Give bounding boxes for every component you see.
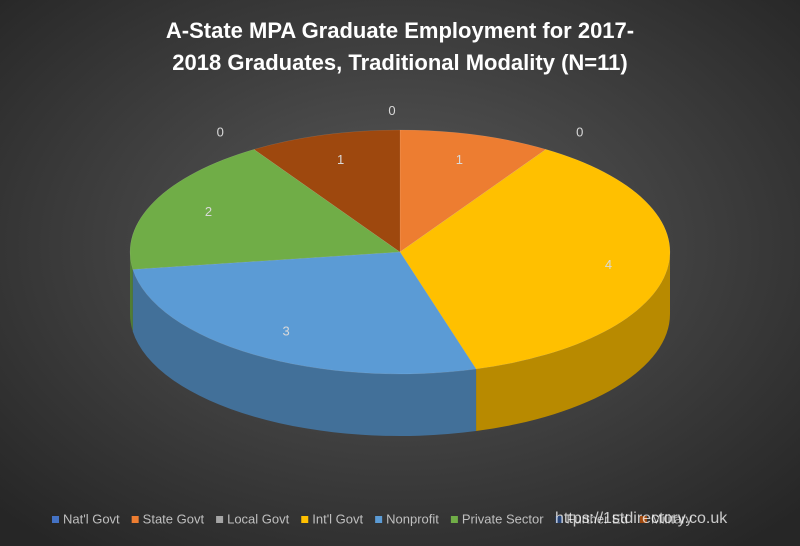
- slice: [253, 129, 401, 253]
- legend-label: State Govt: [143, 511, 205, 526]
- data-label: 3: [283, 323, 290, 338]
- legend-label: Further Ed: [567, 511, 628, 526]
- legend-swatch: [450, 516, 458, 523]
- legend-label: Int'l Govt: [312, 511, 363, 526]
- legend-label: Military: [651, 511, 693, 526]
- slice-side: [132, 269, 477, 436]
- data-label: 0: [217, 124, 224, 139]
- data-label: 4: [605, 257, 612, 272]
- slice: [399, 129, 547, 253]
- slice-side: [476, 252, 670, 432]
- legend-swatch: [301, 516, 309, 523]
- data-label: 0: [388, 103, 395, 118]
- legend-swatch: [52, 516, 59, 523]
- slice: [132, 251, 477, 375]
- data-label: 0: [576, 124, 583, 139]
- slice-side: [130, 252, 133, 332]
- data-label: 2: [205, 204, 212, 219]
- legend-swatch: [555, 516, 563, 523]
- legend-label: Nonprofit: [386, 511, 439, 526]
- chart-title: A-State MPA Graduate Employment for 2017…: [166, 18, 634, 43]
- legend-swatch: [639, 516, 647, 523]
- chart-title: 2018 Graduates, Traditional Modality (N=…: [172, 50, 627, 75]
- slice: [399, 149, 671, 370]
- legend-label: Private Sector: [462, 511, 544, 526]
- watermark: https://1stdirectory.co.uk: [555, 510, 728, 527]
- data-label: 1: [456, 152, 463, 167]
- legend-swatch: [216, 516, 224, 523]
- legend-swatch: [131, 516, 139, 523]
- slice: [129, 149, 401, 270]
- legend-label: Local Govt: [227, 511, 290, 526]
- legend-swatch: [375, 516, 383, 523]
- data-label: 1: [337, 152, 344, 167]
- legend-label: Nat'l Govt: [63, 511, 120, 526]
